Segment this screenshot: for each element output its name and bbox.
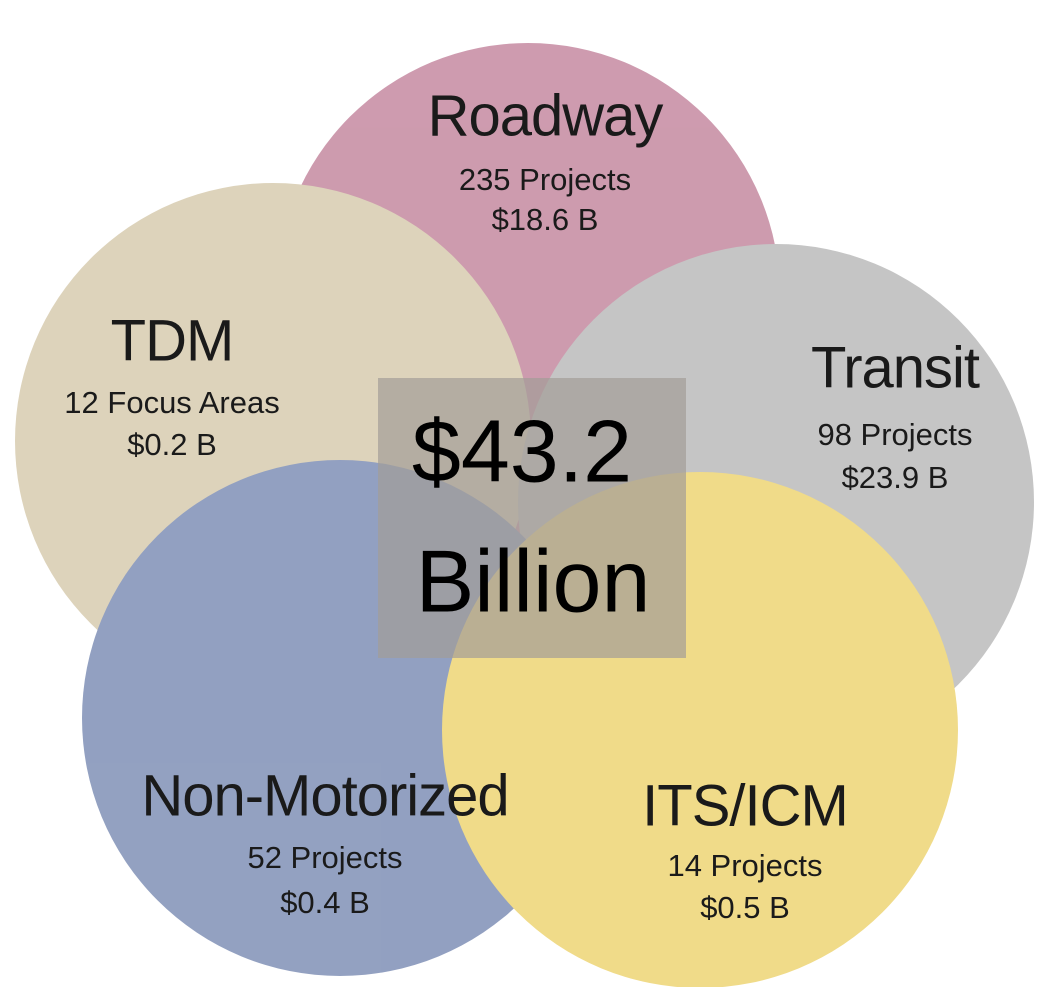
node-label: ITS/ICM bbox=[642, 773, 848, 838]
node-count: 12 Focus Areas bbox=[64, 385, 279, 420]
node-cost: $23.9 B bbox=[842, 460, 949, 495]
node-label: Transit bbox=[811, 335, 980, 400]
node-cost: $0.2 B bbox=[127, 427, 217, 462]
node-count: 14 Projects bbox=[667, 848, 822, 883]
node-count: 98 Projects bbox=[817, 417, 972, 452]
node-cost: $0.5 B bbox=[700, 890, 790, 925]
node-cost: $18.6 B bbox=[492, 202, 599, 237]
node-label: TDM bbox=[111, 308, 234, 373]
node-count: 235 Projects bbox=[459, 162, 631, 197]
node-label: Roadway bbox=[428, 83, 664, 148]
node-cost: $0.4 B bbox=[280, 885, 370, 920]
total-amount: $43.2 bbox=[412, 401, 632, 500]
node-label: Non-Motorized bbox=[141, 763, 508, 828]
total-unit: Billion bbox=[416, 531, 651, 630]
node-count: 52 Projects bbox=[247, 840, 402, 875]
center-box bbox=[378, 378, 686, 658]
